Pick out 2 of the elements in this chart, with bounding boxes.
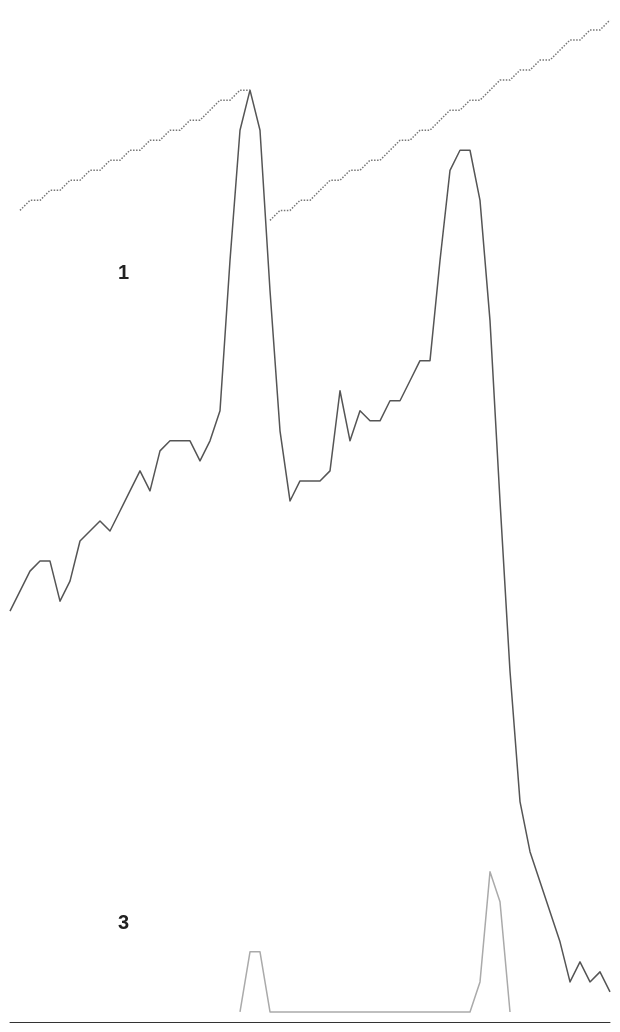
annotation: 3 — [118, 911, 130, 933]
annotation: 1 — [118, 261, 130, 283]
